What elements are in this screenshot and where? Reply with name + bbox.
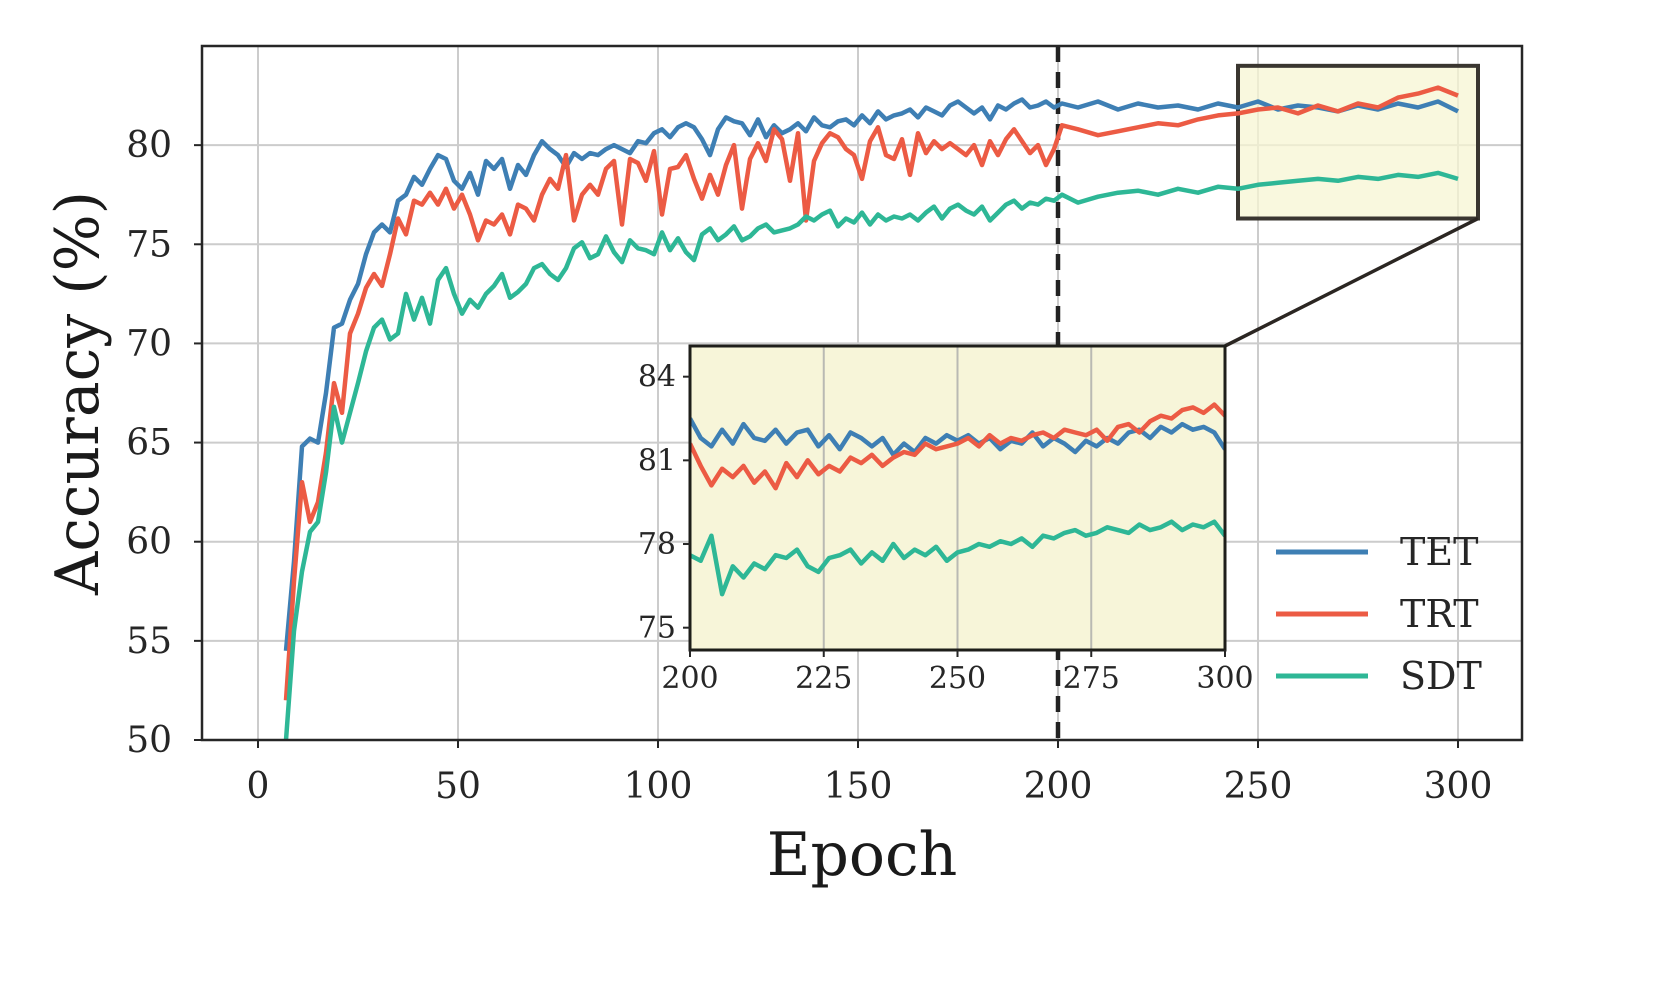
x-tick-label: 200 — [1024, 766, 1093, 807]
x-tick-label: 300 — [1424, 766, 1493, 807]
x-tick-label: 0 — [247, 766, 270, 807]
y-tick-label: 65 — [126, 423, 172, 464]
inset-series-line-trt — [690, 402, 1225, 491]
inset-y-tick-label: 78 — [638, 527, 676, 562]
x-tick-label: 150 — [824, 766, 893, 807]
inset-series-line-sdt — [690, 519, 1225, 597]
series-line-sdt — [283, 170, 1459, 740]
y-tick-label: 75 — [126, 224, 172, 265]
x-axis-title: Epoch — [767, 820, 958, 890]
main-frame — [200, 44, 1524, 742]
x-tick-label: 50 — [435, 766, 481, 807]
inset-y-tick-label: 84 — [638, 360, 676, 395]
series-line-trt — [283, 85, 1459, 701]
y-tick-label: 70 — [126, 323, 172, 364]
inset-x-tick-label: 200 — [661, 661, 718, 696]
zoom-box — [1236, 63, 1480, 221]
y-tick-label: 80 — [126, 125, 172, 166]
inset-y-tick-label: 75 — [638, 611, 676, 646]
inset-x-tick-label: 275 — [1063, 661, 1120, 696]
y-tick-label: 60 — [126, 522, 172, 563]
legend-label-sdt: SDT — [1400, 654, 1482, 698]
inset-lines — [690, 402, 1225, 597]
x-tick-label: 100 — [624, 766, 693, 807]
y-axis-title: Accuracy (%) — [43, 191, 113, 596]
inset-plot: 200 225 250 275 300 75 78 81 84 — [638, 344, 1254, 696]
main-axes: 0 50 100 150 200 250 300 50 55 60 65 70 75 80 — [126, 44, 1524, 807]
series-line-tet — [283, 97, 1459, 652]
inset-x-tick-label: 250 — [929, 661, 986, 696]
legend-label-tet: TET — [1400, 530, 1478, 574]
inset-x-tick-label: 300 — [1196, 661, 1253, 696]
inset-y-tick-label: 81 — [638, 443, 676, 478]
legend: TET TRT SDT — [1276, 530, 1482, 698]
legend-label-trt: TRT — [1400, 592, 1479, 636]
x-tick-label: 250 — [1224, 766, 1293, 807]
y-tick-label: 55 — [126, 621, 172, 662]
zoom-connector — [1224, 216, 1479, 348]
y-tick-label: 50 — [126, 720, 172, 761]
inset-x-tick-label: 225 — [795, 661, 852, 696]
axis-titles: Epoch Accuracy (%) — [43, 191, 957, 890]
zoom-connector-line — [1224, 216, 1479, 348]
